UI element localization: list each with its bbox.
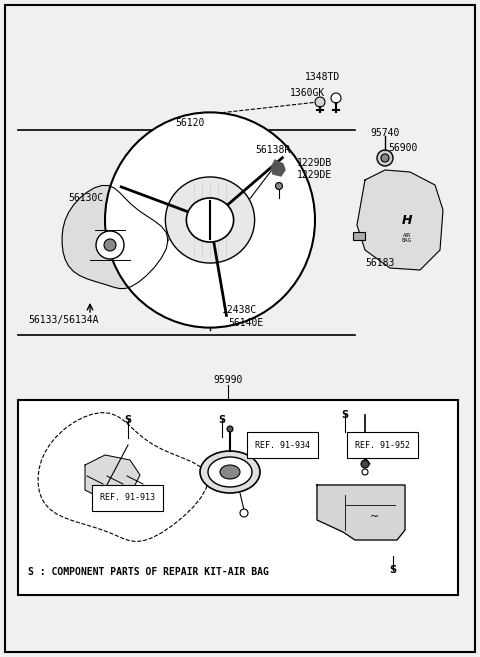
Text: S : COMPONENT PARTS OF REPAIR KIT-AIR BAG: S : COMPONENT PARTS OF REPAIR KIT-AIR BA… [28, 567, 269, 577]
Text: REF. 91-934: REF. 91-934 [255, 440, 310, 449]
Circle shape [315, 97, 325, 107]
Text: 95990: 95990 [213, 375, 243, 385]
Ellipse shape [166, 177, 254, 263]
Circle shape [227, 426, 233, 432]
Text: 56120: 56120 [175, 118, 204, 128]
Circle shape [96, 231, 124, 259]
Text: 56183: 56183 [365, 258, 395, 268]
Polygon shape [62, 185, 168, 288]
Text: ~: ~ [370, 512, 379, 522]
Polygon shape [357, 170, 443, 270]
Text: 1360GK: 1360GK [290, 88, 325, 98]
Circle shape [331, 93, 341, 103]
Text: 12438C: 12438C [222, 305, 257, 315]
Text: H: H [402, 214, 412, 227]
Ellipse shape [200, 451, 260, 493]
Text: 1229DB: 1229DB [297, 158, 332, 168]
Polygon shape [85, 455, 140, 500]
Text: 95740: 95740 [370, 128, 399, 138]
Text: S: S [341, 410, 348, 420]
Circle shape [361, 460, 369, 468]
Text: REF. 91-913: REF. 91-913 [100, 493, 155, 503]
Text: 56130C: 56130C [68, 193, 103, 203]
Text: 1348TD: 1348TD [305, 72, 340, 82]
Text: 56900: 56900 [388, 143, 418, 153]
Text: AIR
BAG: AIR BAG [402, 233, 412, 243]
Text: S: S [124, 415, 132, 425]
Text: 1229DE: 1229DE [297, 170, 332, 180]
Ellipse shape [208, 457, 252, 487]
Circle shape [381, 154, 389, 162]
Text: S: S [218, 415, 226, 425]
Ellipse shape [105, 112, 315, 328]
Circle shape [104, 239, 116, 251]
Bar [353, 232, 365, 240]
Ellipse shape [220, 465, 240, 479]
Text: REF. 91-952: REF. 91-952 [355, 440, 410, 449]
Text: S: S [389, 565, 396, 575]
Circle shape [240, 509, 248, 517]
Circle shape [362, 469, 368, 475]
Circle shape [377, 150, 393, 166]
Polygon shape [271, 160, 285, 176]
Text: 56133/56134A: 56133/56134A [28, 315, 98, 325]
Text: 56140E: 56140E [228, 318, 263, 328]
Ellipse shape [186, 198, 234, 242]
Polygon shape [317, 485, 405, 540]
Bar [18, 400, 458, 595]
Circle shape [276, 183, 283, 189]
Text: 56138R: 56138R [255, 145, 290, 155]
